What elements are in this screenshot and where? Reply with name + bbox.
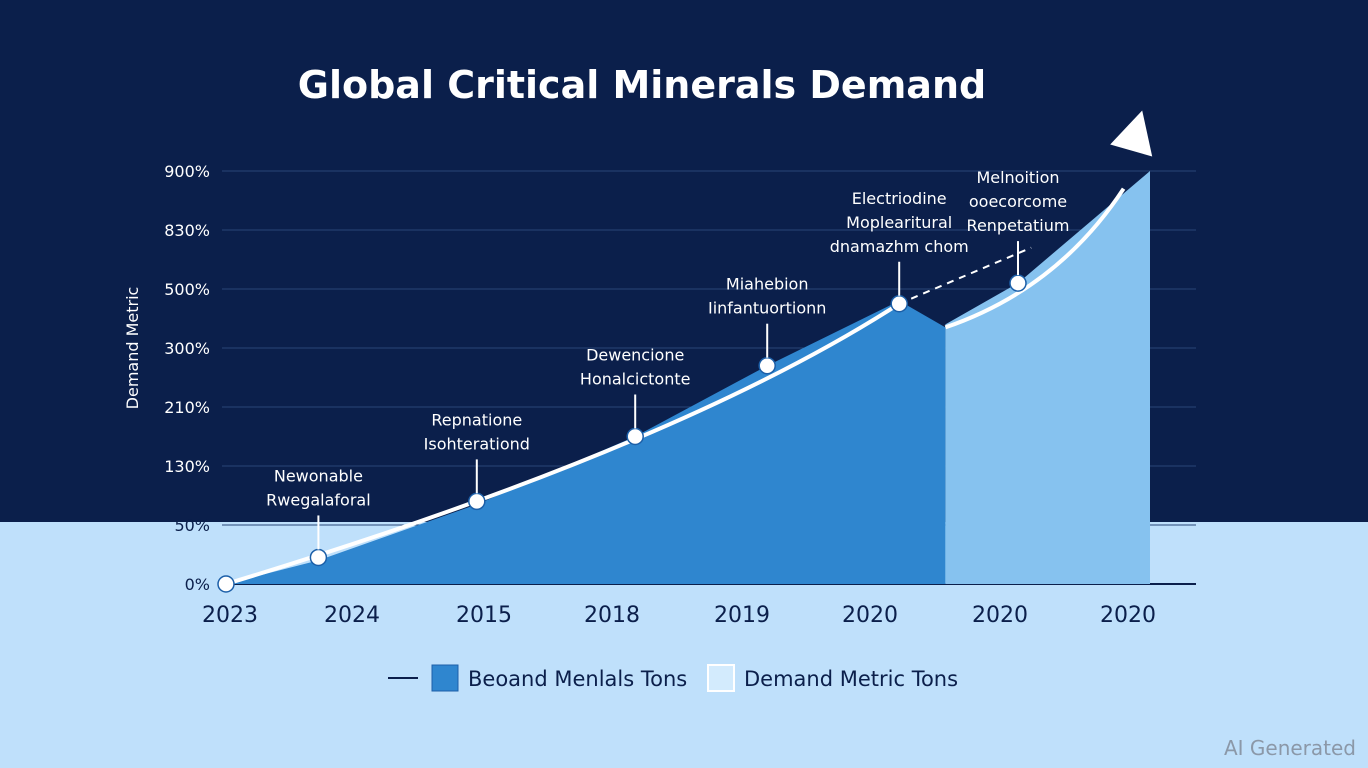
y-tick-label: 210% <box>164 398 210 417</box>
annotation-label: Moplearitural <box>846 213 952 232</box>
y-tick-label: 0% <box>185 575 210 594</box>
x-tick-label: 2019 <box>714 603 770 628</box>
annotation-label: Electriodine <box>852 189 947 208</box>
x-tick-label: 2020 <box>842 603 898 628</box>
y-tick-label: 500% <box>164 280 210 299</box>
data-point <box>890 295 908 313</box>
trend-line-main <box>225 302 901 586</box>
annotation-label: Iinfantuortionn <box>708 299 826 318</box>
annotation-label: Renpetatium <box>967 216 1070 235</box>
data-point <box>217 575 235 593</box>
dashed-trend <box>898 246 1032 305</box>
y-tick-label: 830% <box>164 221 210 240</box>
x-tick-label: 2024 <box>324 603 380 628</box>
x-tick-label: 2020 <box>1100 603 1156 628</box>
data-point <box>758 356 776 375</box>
annotations: Newonable Rwegalaforal Repnatione Isohterat… <box>266 168 1070 550</box>
trend-line <box>217 110 1153 593</box>
annotation-label: ooecorcome <box>969 192 1067 211</box>
x-tick-labels: 2023 2024 2015 2018 2019 2020 2020 2020 <box>202 603 1156 628</box>
annotation-label: Isohterationd <box>424 434 530 453</box>
annotation-label: Dewencione <box>586 346 684 365</box>
chart-title: Global Critical Minerals Demand <box>298 63 986 107</box>
y-tick-label: 50% <box>174 516 210 535</box>
annotation-label: Repnatione <box>431 410 522 429</box>
y-tick-label: 130% <box>164 457 210 476</box>
data-point <box>309 548 328 567</box>
series-area-2 <box>945 171 1150 584</box>
data-point <box>468 492 486 511</box>
legend: Beoand Menlals Tons Demand Metric Tons <box>388 664 958 692</box>
data-point <box>626 427 644 446</box>
y-tick-labels: 0% 50% 130% 210% 300% 500% 830% 900% <box>164 162 210 594</box>
x-tick-label: 2015 <box>456 603 512 628</box>
legend-swatch-2 <box>707 664 735 692</box>
annotation-label: Newonable <box>274 466 363 485</box>
watermark: AI Generated <box>1223 736 1356 760</box>
trend-line-upper <box>944 187 1126 330</box>
y-tick-label: 900% <box>164 162 210 181</box>
y-axis-label: Demand Metric <box>123 287 142 410</box>
arrow-head-icon <box>1110 110 1153 157</box>
series-area-1 <box>226 300 946 584</box>
legend-swatch-1 <box>431 664 459 692</box>
annotation-label: dnamazhm chom <box>830 237 969 256</box>
annotation-label: Rwegalaforal <box>266 490 371 509</box>
x-tick-label: 2020 <box>972 603 1028 628</box>
annotation-label: Melnoition <box>976 168 1059 187</box>
x-tick-label: 2018 <box>584 603 640 628</box>
data-point <box>1009 274 1027 292</box>
x-tick-label: 2023 <box>202 603 258 628</box>
legend-label-1: Beoand Menlals Tons <box>468 667 687 691</box>
annotation-label: Honalcictonte <box>580 370 691 389</box>
y-tick-label: 300% <box>164 339 210 358</box>
legend-label-2: Demand Metric Tons <box>744 667 958 691</box>
annotation-label: Miahebion <box>726 275 809 294</box>
